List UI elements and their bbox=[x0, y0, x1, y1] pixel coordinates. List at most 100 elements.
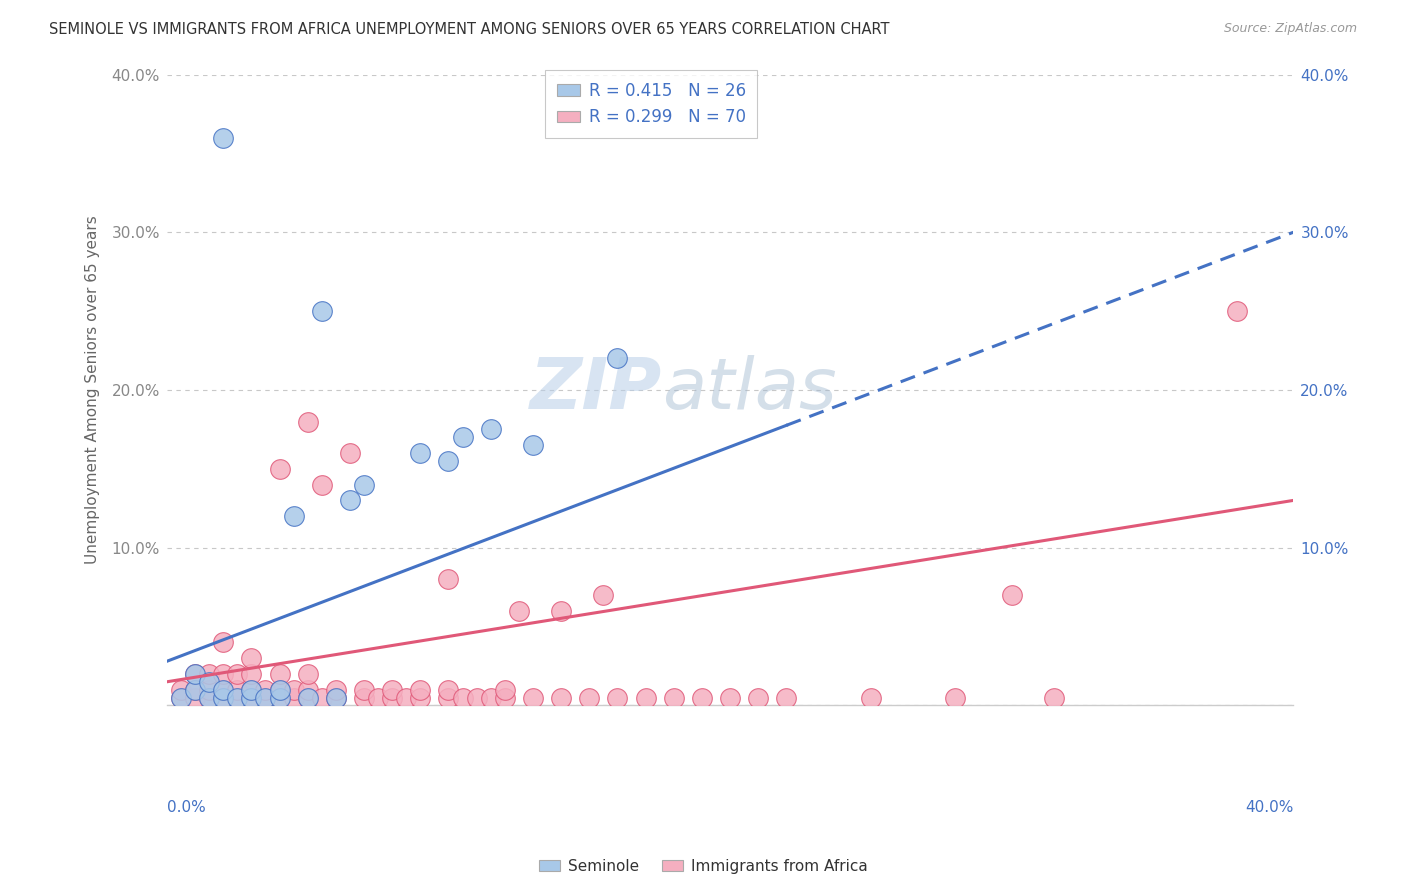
Point bbox=[339, 493, 361, 508]
Point bbox=[226, 690, 249, 705]
Point bbox=[409, 446, 432, 460]
Point bbox=[945, 690, 967, 705]
Text: SEMINOLE VS IMMIGRANTS FROM AFRICA UNEMPLOYMENT AMONG SENIORS OVER 65 YEARS CORR: SEMINOLE VS IMMIGRANTS FROM AFRICA UNEMP… bbox=[49, 22, 890, 37]
Point bbox=[269, 667, 291, 681]
Point bbox=[353, 682, 375, 697]
Point bbox=[634, 690, 657, 705]
Point bbox=[170, 682, 193, 697]
Point bbox=[283, 509, 305, 524]
Point bbox=[465, 690, 488, 705]
Point bbox=[240, 682, 263, 697]
Point bbox=[859, 690, 882, 705]
Point bbox=[311, 304, 333, 318]
Point bbox=[592, 588, 614, 602]
Point bbox=[240, 667, 263, 681]
Point bbox=[226, 690, 249, 705]
Point bbox=[283, 682, 305, 697]
Point bbox=[212, 130, 235, 145]
Point bbox=[451, 690, 474, 705]
Point bbox=[184, 667, 207, 681]
Point bbox=[1001, 588, 1024, 602]
Point bbox=[395, 690, 418, 705]
Point bbox=[297, 682, 319, 697]
Text: Source: ZipAtlas.com: Source: ZipAtlas.com bbox=[1223, 22, 1357, 36]
Point bbox=[198, 690, 221, 705]
Point bbox=[747, 690, 769, 705]
Point bbox=[212, 682, 235, 697]
Point bbox=[451, 430, 474, 444]
Point bbox=[690, 690, 713, 705]
Point bbox=[522, 690, 544, 705]
Point bbox=[212, 690, 235, 705]
Point bbox=[240, 690, 263, 705]
Text: 40.0%: 40.0% bbox=[1244, 800, 1294, 815]
Point bbox=[269, 682, 291, 697]
Point bbox=[1226, 304, 1249, 318]
Point bbox=[240, 682, 263, 697]
Point bbox=[269, 690, 291, 705]
Point bbox=[409, 690, 432, 705]
Point bbox=[170, 690, 193, 705]
Point bbox=[254, 682, 277, 697]
Point bbox=[283, 690, 305, 705]
Point bbox=[353, 690, 375, 705]
Point bbox=[311, 477, 333, 491]
Legend: R = 0.415   N = 26, R = 0.299   N = 70: R = 0.415 N = 26, R = 0.299 N = 70 bbox=[546, 70, 758, 138]
Point bbox=[353, 477, 375, 491]
Point bbox=[325, 682, 347, 697]
Text: 0.0%: 0.0% bbox=[167, 800, 205, 815]
Point bbox=[170, 690, 193, 705]
Point bbox=[226, 682, 249, 697]
Point bbox=[212, 635, 235, 649]
Point bbox=[606, 351, 628, 366]
Point bbox=[198, 682, 221, 697]
Point bbox=[437, 454, 460, 468]
Point bbox=[198, 667, 221, 681]
Point bbox=[240, 651, 263, 665]
Point bbox=[775, 690, 797, 705]
Legend: Seminole, Immigrants from Africa: Seminole, Immigrants from Africa bbox=[533, 853, 873, 880]
Point bbox=[550, 690, 572, 705]
Text: ZIP: ZIP bbox=[530, 356, 662, 425]
Point bbox=[494, 682, 516, 697]
Point bbox=[522, 438, 544, 452]
Point bbox=[1043, 690, 1066, 705]
Point bbox=[297, 415, 319, 429]
Point bbox=[409, 682, 432, 697]
Point bbox=[339, 446, 361, 460]
Point bbox=[240, 690, 263, 705]
Point bbox=[297, 690, 319, 705]
Point bbox=[198, 690, 221, 705]
Point bbox=[718, 690, 741, 705]
Point bbox=[184, 690, 207, 705]
Y-axis label: Unemployment Among Seniors over 65 years: Unemployment Among Seniors over 65 years bbox=[86, 216, 100, 565]
Point bbox=[212, 690, 235, 705]
Point bbox=[325, 690, 347, 705]
Point bbox=[254, 690, 277, 705]
Point bbox=[381, 682, 404, 697]
Point bbox=[479, 690, 502, 705]
Point bbox=[479, 422, 502, 436]
Point bbox=[437, 572, 460, 586]
Point bbox=[494, 690, 516, 705]
Point bbox=[381, 690, 404, 705]
Point bbox=[437, 690, 460, 705]
Point bbox=[184, 667, 207, 681]
Point bbox=[550, 604, 572, 618]
Point bbox=[297, 690, 319, 705]
Point bbox=[606, 690, 628, 705]
Point bbox=[184, 682, 207, 697]
Point bbox=[198, 674, 221, 689]
Point bbox=[269, 682, 291, 697]
Point bbox=[662, 690, 685, 705]
Point bbox=[254, 690, 277, 705]
Point bbox=[325, 690, 347, 705]
Point bbox=[212, 667, 235, 681]
Point bbox=[367, 690, 389, 705]
Point bbox=[212, 682, 235, 697]
Point bbox=[269, 690, 291, 705]
Point bbox=[226, 667, 249, 681]
Point bbox=[311, 690, 333, 705]
Point bbox=[437, 682, 460, 697]
Point bbox=[269, 462, 291, 476]
